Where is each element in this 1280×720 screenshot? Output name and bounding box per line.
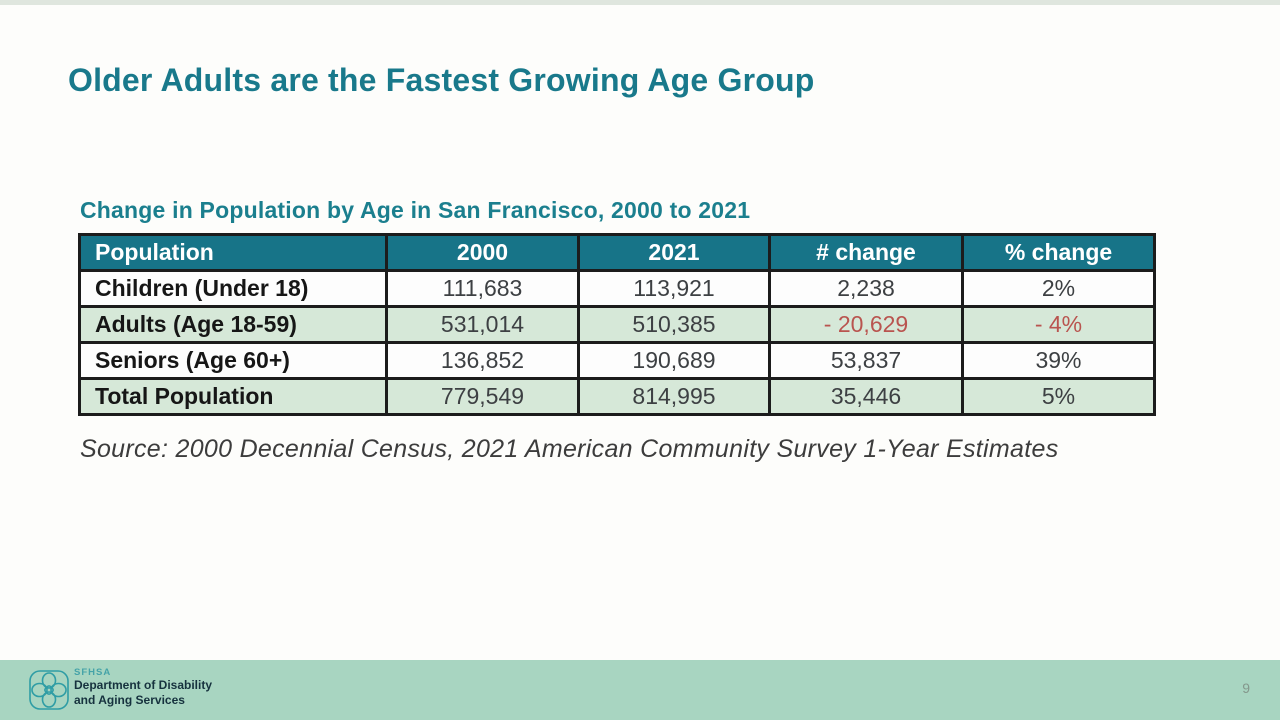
org-abbr: SFHSA (74, 667, 112, 678)
table-cell: 35,446 (768, 377, 964, 416)
footer-bar: SFHSA Department of Disability and Aging… (0, 660, 1280, 720)
table-cell: 111,683 (385, 269, 580, 308)
source-citation: Source: 2000 Decennial Census, 2021 Amer… (80, 435, 1059, 463)
table-row: Adults (Age 18-59) 531,014 510,385- 20,629… (78, 305, 1156, 344)
column-header: % change (961, 233, 1156, 272)
table-cell: - 4% (961, 305, 1156, 344)
org-line-2: and Aging Services (74, 692, 185, 707)
table-cell: 779,549 (385, 377, 580, 416)
table-cell: 2% (961, 269, 1156, 308)
row-label: Children (Under 18) (78, 269, 388, 308)
top-accent-bar (0, 0, 1280, 5)
table-cell: 190,689 (577, 341, 771, 380)
table-row: Total Population 779,549 814,995 35,446 5% (78, 377, 1156, 416)
sfhsa-logo-icon (29, 670, 69, 710)
column-header: # change (768, 233, 964, 272)
table-row: Children (Under 18) 111,683 113,921 2,238 2% (78, 269, 1156, 308)
table-cell: - 20,629 (768, 305, 964, 344)
column-header: 2000 (385, 233, 580, 272)
table-cell: 53,837 (768, 341, 964, 380)
column-header: 2021 (577, 233, 771, 272)
table-cell: 39% (961, 341, 1156, 380)
org-line-1: Department of Disability (74, 678, 213, 693)
table-row: Seniors (Age 60+) 136,852 190,689 53,837 39% (78, 341, 1156, 380)
column-header: Population (78, 233, 388, 272)
population-table: Population 2000 2021 # change% change Child… (78, 233, 1156, 416)
table-cell: 5% (961, 377, 1156, 416)
slide-title: Older Adults are the Fastest Growing Age… (68, 62, 815, 98)
table-header: Population 2000 2021 # change% change (78, 233, 1156, 272)
table-cell: 510,385 (577, 305, 771, 344)
table-cell: 136,852 (385, 341, 580, 380)
table-cell: 113,921 (577, 269, 771, 308)
row-label: Seniors (Age 60+) (78, 341, 388, 380)
row-label: Total Population (78, 377, 388, 416)
table-body: Children (Under 18) 111,683 113,921 2,238 2%… (78, 269, 1156, 416)
table-cell: 814,995 (577, 377, 771, 416)
table-title: Change in Population by Age in San Franc… (80, 197, 751, 223)
row-label: Adults (Age 18-59) (78, 305, 388, 344)
footer-org-text: SFHSA Department of Disability and Aging… (74, 667, 212, 707)
table-cell: 2,238 (768, 269, 964, 308)
table-cell: 531,014 (385, 305, 580, 344)
page-number: 9 (1242, 680, 1250, 696)
